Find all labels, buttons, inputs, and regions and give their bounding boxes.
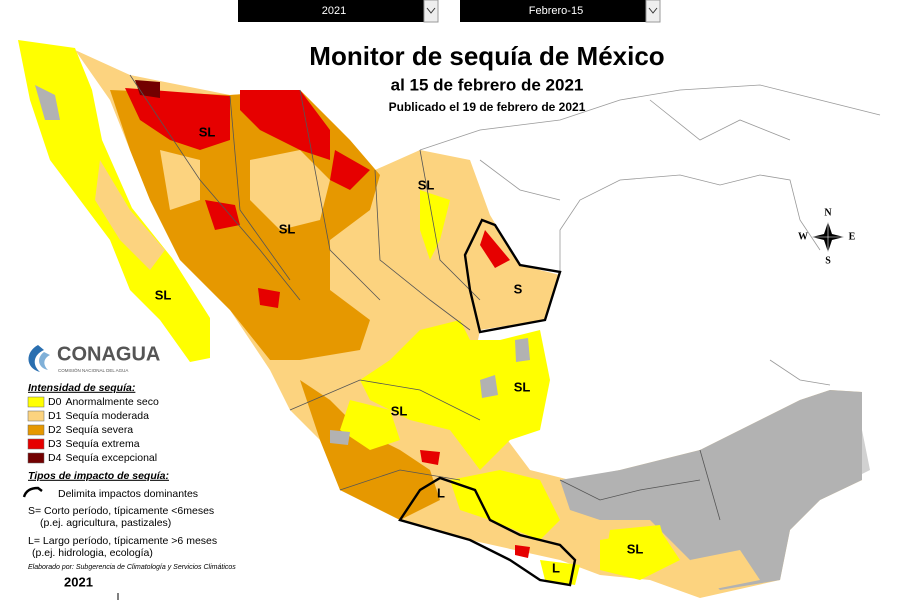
legend-entry: D2 Sequía severa (48, 424, 133, 436)
region-label: SL (155, 287, 172, 302)
legend: Intensidad de sequía: D0 Anormalmente sec… (27, 382, 159, 464)
legend-swatch (27, 410, 45, 422)
map-title: Monitor de sequía de México (309, 41, 664, 71)
region-label: SL (391, 403, 408, 418)
impact-short: S= Corto período, típicamente <6meses (28, 505, 214, 517)
legend-label: Sequía severa (65, 424, 133, 436)
compass-n: N (824, 207, 832, 218)
legend-code: D0 (48, 396, 62, 408)
legend-swatch (27, 396, 45, 408)
legend-label: Sequía moderada (65, 410, 149, 422)
impact-boundaries (398, 218, 577, 587)
legend-swatch (27, 424, 45, 436)
date-dropdown[interactable]: Febrero-15 (460, 0, 661, 23)
credit: Elaborado por: Subgerencia de Climatolog… (28, 564, 236, 571)
legend-code: D1 (48, 410, 62, 422)
legend-code: D2 (48, 424, 62, 436)
legend-label: Anormalmente seco (65, 396, 159, 408)
legend-entry: D3 Sequía extrema (48, 438, 140, 450)
legend-swatch (27, 452, 45, 464)
region-label: SL (279, 221, 296, 236)
legend-title: Intensidad de sequía: (28, 382, 135, 394)
impact-long-example: (p.ej. hidrologia, ecología) (32, 547, 153, 559)
compass-w: W (798, 231, 808, 242)
impact-long: L= Largo período, típicamente >6 meses (28, 535, 217, 547)
region-label: S (514, 281, 523, 296)
mainland (75, 50, 870, 598)
published-date: Publicado el 19 de febrero de 2021 (389, 100, 586, 114)
legend-entry: D4 Sequía excepcional (48, 452, 157, 464)
conagua-logo: CONAGUA COMISIÓN NACIONAL DEL AGUA (28, 343, 160, 373)
legend-entry: D0 Anormalmente seco (48, 396, 159, 408)
region-label: SL (514, 379, 531, 394)
date-value: Febrero-15 (529, 5, 583, 17)
legend-swatch (27, 438, 45, 450)
region-label: SL (627, 541, 644, 556)
impact-legend: Tipos de impacto de sequía: Delimita imp… (22, 470, 236, 600)
compass: N S E W (798, 207, 856, 266)
compass-s: S (825, 255, 831, 266)
impact-short-example: (p.ej. agricultura, pastizales) (40, 517, 171, 529)
region-label: L (552, 560, 560, 575)
legend-entry: D1 Sequía moderada (48, 410, 149, 422)
legend-label: Sequía extrema (65, 438, 139, 450)
region-label: L (437, 485, 445, 500)
map-labels: SL SL SL SL S SL SL L L SL (155, 124, 644, 575)
region-label: SL (199, 124, 216, 139)
baja-california (18, 40, 210, 362)
logo-subtitle: COMISIÓN NACIONAL DEL AGUA (58, 367, 128, 373)
legend-label: Sequía excepcional (65, 452, 157, 464)
legend-code: D3 (48, 438, 62, 450)
year-dropdown[interactable]: 2021 (238, 0, 439, 23)
map-subtitle: al 15 de febrero de 2021 (391, 75, 584, 94)
coastlines (419, 84, 881, 386)
legend-code: D4 (48, 452, 62, 464)
impact-title: Tipos de impacto de sequía: (28, 470, 169, 482)
logo-name: CONAGUA (57, 343, 160, 365)
footer-year: 2021 (64, 574, 93, 589)
compass-e: E (849, 231, 856, 242)
impact-line: Delimita impactos dominantes (58, 488, 198, 500)
region-label: SL (418, 177, 435, 192)
year-value: 2021 (322, 5, 346, 17)
